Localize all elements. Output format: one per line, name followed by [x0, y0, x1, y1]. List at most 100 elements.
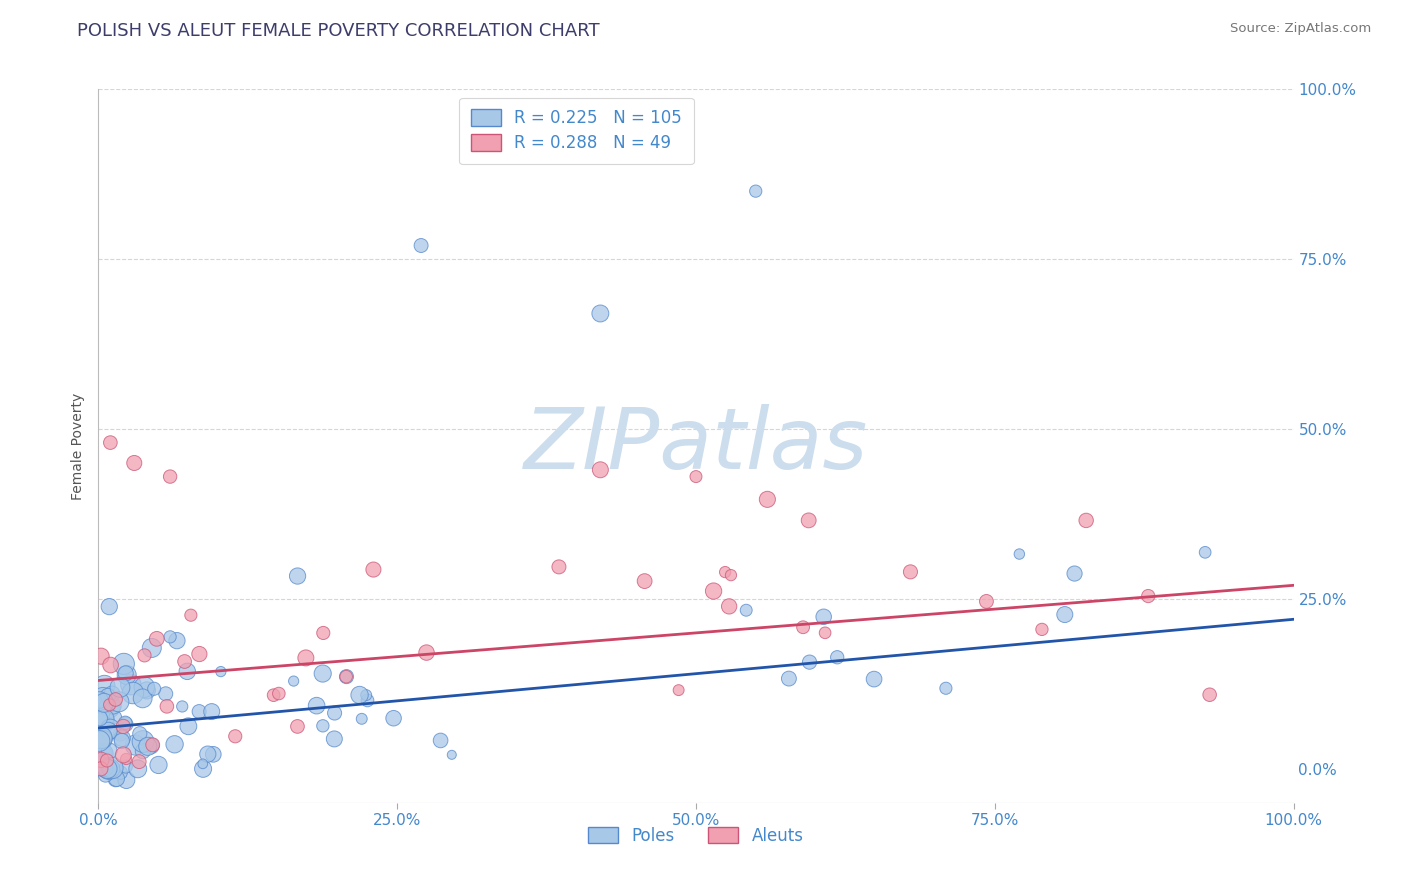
Point — [720, 568, 742, 582]
Point — [745, 184, 768, 198]
Point — [305, 698, 328, 713]
Point — [128, 727, 150, 741]
Point — [685, 469, 707, 483]
Point — [111, 731, 134, 746]
Point — [104, 710, 127, 724]
Point — [224, 729, 246, 743]
Point — [668, 683, 690, 698]
Point — [188, 647, 211, 661]
Point — [792, 620, 814, 634]
Point — [98, 722, 121, 736]
Point — [115, 772, 138, 787]
Point — [411, 238, 433, 252]
Point — [87, 753, 110, 767]
Point — [363, 563, 385, 577]
Point — [548, 560, 571, 574]
Point — [94, 762, 117, 776]
Point — [349, 688, 371, 702]
Point — [93, 732, 115, 747]
Point — [1194, 545, 1216, 559]
Point — [1031, 623, 1053, 637]
Point — [163, 737, 186, 751]
Point — [312, 626, 335, 640]
Point — [90, 762, 112, 776]
Point — [101, 699, 124, 714]
Point — [825, 650, 848, 665]
Point — [188, 705, 211, 719]
Point — [104, 692, 127, 706]
Point — [589, 306, 612, 320]
Point — [96, 754, 118, 768]
Point — [139, 739, 162, 753]
Point — [100, 658, 122, 673]
Point — [112, 747, 135, 762]
Point — [323, 731, 346, 746]
Point — [1198, 688, 1220, 702]
Point — [312, 666, 335, 681]
Point — [148, 758, 170, 772]
Point — [191, 762, 214, 776]
Point — [1063, 566, 1085, 581]
Point — [173, 655, 195, 669]
Point — [415, 646, 437, 660]
Point — [120, 678, 142, 692]
Point — [101, 687, 124, 701]
Point — [98, 744, 121, 758]
Point — [589, 463, 612, 477]
Point — [134, 680, 156, 694]
Point — [115, 668, 138, 682]
Point — [89, 757, 111, 772]
Point — [94, 712, 117, 726]
Point — [177, 719, 200, 733]
Point — [89, 734, 111, 748]
Point — [312, 719, 335, 733]
Point — [209, 665, 232, 679]
Point — [143, 681, 166, 696]
Point — [263, 688, 285, 702]
Point — [350, 712, 373, 726]
Point — [323, 706, 346, 720]
Point — [90, 649, 112, 664]
Point — [429, 733, 451, 747]
Point — [813, 609, 835, 624]
Point — [89, 711, 111, 725]
Point — [115, 760, 138, 774]
Point — [93, 707, 115, 722]
Point — [108, 695, 131, 709]
Point — [134, 648, 156, 663]
Point — [1008, 547, 1031, 561]
Point — [132, 734, 155, 748]
Point — [176, 665, 198, 679]
Point — [94, 768, 117, 782]
Point — [131, 691, 153, 706]
Text: ZIPatlas: ZIPatlas — [524, 404, 868, 488]
Point — [91, 747, 114, 761]
Text: POLISH VS ALEUT FEMALE POVERTY CORRELATION CHART: POLISH VS ALEUT FEMALE POVERTY CORRELATI… — [77, 22, 600, 40]
Point — [756, 492, 779, 507]
Point — [287, 719, 309, 733]
Point — [124, 456, 146, 470]
Point — [124, 738, 146, 752]
Point — [197, 747, 219, 761]
Text: Source: ZipAtlas.com: Source: ZipAtlas.com — [1230, 22, 1371, 36]
Point — [127, 762, 149, 776]
Point — [90, 731, 112, 745]
Point — [155, 687, 177, 701]
Point — [93, 679, 115, 693]
Point — [112, 719, 135, 733]
Point — [115, 752, 138, 766]
Point — [283, 674, 305, 689]
Point — [778, 672, 800, 686]
Point — [1076, 513, 1098, 527]
Point — [142, 738, 165, 752]
Point — [718, 599, 741, 614]
Point — [114, 666, 136, 681]
Point — [797, 513, 820, 527]
Point — [295, 651, 318, 665]
Point — [89, 715, 111, 730]
Point — [356, 693, 378, 707]
Point — [1137, 589, 1160, 603]
Point — [935, 681, 957, 696]
Point — [91, 762, 114, 776]
Y-axis label: Female Poverty: Female Poverty — [72, 392, 86, 500]
